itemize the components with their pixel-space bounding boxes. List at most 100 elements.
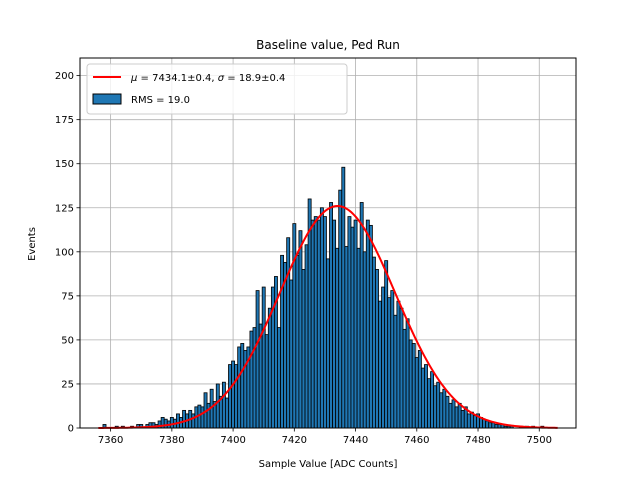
plot-frame [79, 57, 577, 429]
histogram-bar [344, 246, 349, 429]
histogram-bar [433, 385, 438, 429]
x-tick-label: 7440 [343, 435, 368, 446]
histogram-bar [304, 244, 309, 429]
histogram-bar [359, 202, 364, 429]
histogram-bar [375, 269, 379, 429]
histogram-bar [362, 251, 367, 429]
x-tick-label: 7500 [527, 435, 552, 446]
y-axis-label: Events [27, 227, 38, 261]
histogram-bar [466, 413, 471, 429]
histogram-bar [225, 397, 229, 429]
x-tick-label: 7420 [282, 435, 307, 446]
y-tick-label: 100 [55, 247, 74, 258]
histogram-bar [405, 318, 410, 429]
x-axis-label: Sample Value [ADC Counts] [259, 459, 398, 470]
histogram-bar [399, 307, 404, 429]
histogram-bar [255, 290, 260, 429]
histogram-bar [448, 402, 453, 429]
histogram-bar [396, 300, 401, 429]
y-tick-label: 200 [55, 71, 74, 82]
histogram-bar [264, 334, 269, 429]
histogram-bar [249, 330, 254, 429]
histogram-bar [491, 422, 496, 429]
histogram-bar [488, 422, 493, 429]
y-tick-label: 75 [61, 291, 74, 302]
histogram-bar [356, 247, 361, 429]
histogram-bar [237, 346, 242, 429]
histogram-bar [338, 189, 343, 429]
histogram-bar [289, 279, 294, 429]
histogram-bar [439, 392, 444, 429]
histogram-bar [169, 417, 174, 429]
y-tick-label: 125 [55, 203, 74, 214]
histogram-bar [451, 399, 456, 429]
histogram-bar [384, 260, 389, 429]
fit-curve [98, 204, 558, 429]
histogram-bar [326, 258, 330, 429]
histogram-bar [261, 286, 266, 429]
histogram-bar [267, 307, 272, 429]
histogram-bar [286, 237, 291, 429]
histogram-bar [436, 381, 441, 429]
histogram-bar [295, 254, 300, 429]
legend-hist-label: RMS = 19.0 [131, 95, 190, 106]
histogram-bar [310, 219, 315, 429]
legend-sigma-value: = 18.9±0.4 [224, 73, 285, 84]
histogram-bar [277, 327, 281, 429]
histogram-bar [335, 247, 340, 429]
histogram-bar [200, 406, 205, 429]
histogram-bar [378, 300, 382, 429]
histogram-bar [234, 364, 239, 429]
histogram-bar [301, 269, 306, 429]
histogram-bar [215, 383, 220, 429]
histogram-bar [191, 413, 196, 429]
gaussian-fit [98, 204, 558, 429]
histogram-bar [221, 381, 226, 429]
legend-frame [86, 63, 348, 115]
histogram-bar [390, 290, 395, 429]
histogram-bar [353, 219, 358, 429]
legend-mu-symbol: μ [130, 73, 137, 84]
histogram-bar [442, 388, 447, 429]
histogram-bar [427, 378, 431, 429]
histogram-bar [430, 371, 435, 429]
axis-ticks: 7360 7380 7400 7420 7440 7460 7480 7500 0 25 50 75 1… [55, 71, 552, 446]
histogram-bar [252, 327, 257, 429]
legend-sigma-symbol: σ [218, 73, 225, 84]
histogram-bar [182, 409, 187, 429]
chart-title: Baseline value, Ped Run [256, 38, 400, 52]
histogram-bar [494, 424, 499, 429]
histogram-bar [485, 420, 490, 429]
y-tick-label: 50 [61, 335, 74, 346]
histogram-bar [445, 395, 450, 429]
histogram-bar [350, 226, 355, 429]
histogram-bar [424, 364, 428, 429]
legend-fit-label: μ = 7434.1±0.4, σ = 18.9±0.4 [130, 73, 285, 84]
histogram-bar [280, 254, 285, 429]
histogram-bar [231, 360, 236, 429]
x-tick-label: 7360 [98, 435, 123, 446]
legend-mu-value: = 7434.1±0.4, [137, 73, 217, 84]
histogram-bar [347, 216, 352, 429]
histogram-bar [319, 207, 324, 429]
histogram-bar [206, 402, 211, 429]
histogram-bar [298, 230, 303, 429]
histogram-bar [420, 367, 425, 429]
x-tick-label: 7400 [220, 435, 245, 446]
histogram-bar [228, 364, 232, 429]
histogram-bar [387, 297, 392, 429]
histogram-bar [323, 216, 327, 429]
y-tick-label: 175 [55, 115, 74, 126]
histogram-bar [176, 413, 180, 429]
histogram-bar [316, 219, 321, 429]
histogram-bar [473, 415, 477, 429]
histogram-bar [457, 402, 462, 429]
x-tick-label: 7480 [465, 435, 490, 446]
histogram-bar [163, 418, 168, 429]
histogram-bar [402, 328, 407, 429]
x-tick-label: 7460 [404, 435, 429, 446]
histogram-bar [417, 350, 422, 429]
histogram-bar [240, 343, 245, 429]
histogram-bar [411, 343, 416, 429]
